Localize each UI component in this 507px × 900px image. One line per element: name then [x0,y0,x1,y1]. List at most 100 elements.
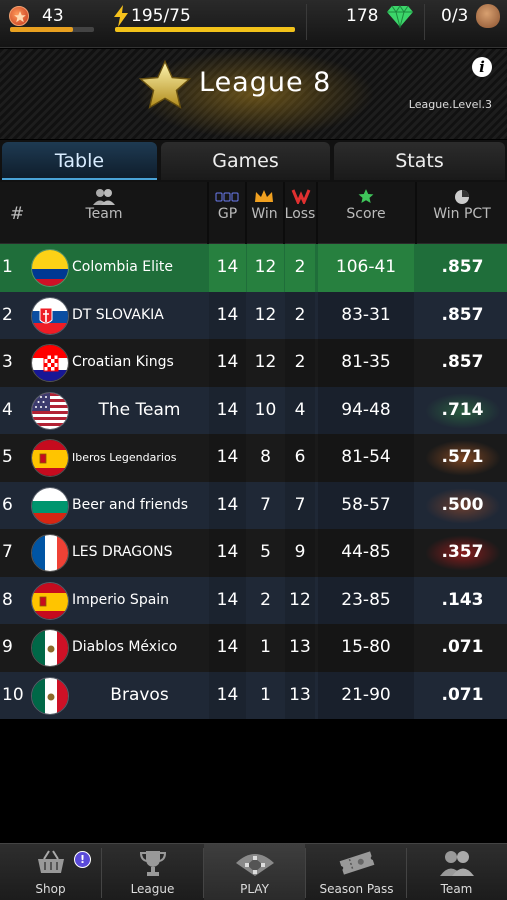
row-wins: 12 [254,352,277,372]
nav-league[interactable]: League [102,844,203,900]
colombia-flag-icon [31,249,69,287]
energy-progress-bar [115,27,295,32]
nav-season-pass-label: Season Pass [319,882,394,896]
row-losses: 4 [285,386,315,434]
table-row[interactable]: 4 The Team 14 10 4 94-48.714 [0,386,507,434]
nav-shop[interactable]: ! Shop [0,844,101,900]
row-rank: 3 [2,352,13,372]
header-score: Score [346,206,386,222]
row-team-name: Colombia Elite [72,259,173,275]
info-icon[interactable]: i [472,57,492,77]
row-rank: 2 [2,304,13,325]
row-win-pct: .857 [441,352,484,372]
row-losses: 7 [285,481,315,529]
league-header: League 8 i [0,49,507,139]
gem-count: 178 [346,6,379,26]
row-team-name: LES DRAGONS [72,544,173,560]
row-wins: 2 [260,589,271,610]
row-score: 15-80 [318,624,414,672]
table-row[interactable]: 10 Bravos 14 1 13 21-90 .071 [0,671,507,719]
player-level: 43 [42,6,64,26]
nav-shop-label: Shop [35,882,66,896]
row-wins: 10 [254,399,277,420]
tab-stats[interactable]: Stats [334,142,505,180]
row-score: 83-31 [318,291,414,339]
bottom-nav: ! Shop League PLAY Season Pass [0,843,507,900]
row-team-name: Beer and friends [72,496,189,513]
row-games-played: 14 [209,386,246,434]
row-win-pct: .571 [441,447,484,467]
level-star-icon [9,6,29,26]
row-rank: 9 [2,637,13,657]
row-games-played: 14 [209,291,246,339]
status-bar: 43 195/75 178 0/3 [0,0,507,48]
row-games-played: 14 [209,671,246,719]
nav-team[interactable]: Team [406,844,507,900]
row-win-pct: .500 [441,494,484,515]
league-title: League 8 [199,67,332,98]
table-row[interactable]: 7 LES DRAGONS 14 5 9 44-85 .357 [0,529,507,577]
gem-icon[interactable] [386,4,414,28]
row-losses: 9 [285,529,315,577]
baseball-diamond-icon [235,854,274,876]
row-wins: 5 [260,542,271,562]
row-rank: 7 [2,542,13,562]
row-win-pct: .857 [441,304,484,325]
table-row[interactable]: 5 Iberos Legendarios 14 8 6 81-54 .571 [0,434,507,482]
row-win-pct: .857 [441,257,484,277]
row-rank: 10 [2,684,24,705]
team-icon [93,189,115,205]
tab-games[interactable]: Games [161,142,330,180]
score-star-icon [358,189,374,204]
row-score: 44-85 [318,529,414,577]
balls-count: 0/3 [441,6,469,26]
row-games-played: 14 [209,529,246,577]
row-team-name: Imperio Spain [72,591,170,608]
table-row[interactable]: 9 Diablos México 14 1 13 15-80 .071 [0,624,507,672]
row-losses: 13 [285,624,315,672]
row-games-played: 14 [209,624,246,672]
row-wins: 1 [260,684,271,705]
row-wins: 12 [254,304,277,325]
row-team-name: The Team [98,399,181,420]
header-rank: # [10,204,25,224]
glove-icon[interactable] [476,4,500,28]
row-rank: 8 [2,589,13,610]
row-losses: 12 [285,576,315,624]
energy-count: 195/75 [131,6,191,26]
row-rank: 6 [2,494,13,515]
spain-flag-icon [31,581,69,620]
league-level-label: League.Level.3 [408,98,492,111]
table-row[interactable]: 1 Colombia Elite 14 12 2 106-41 .857 [0,244,507,292]
row-wins: 7 [260,494,271,515]
league-star-icon [138,59,192,109]
table-row[interactable]: 8 Imperio Spain 14 2 12 23-85 .143 [0,576,507,624]
table-header: # Team GP Win Loss Score Win PCT [0,182,507,244]
ticket-icon [339,851,374,875]
tab-bar: Table Games Stats [0,140,507,182]
pie-chart-icon [455,190,469,204]
row-team-name: Bravos [110,684,169,705]
row-wins: 8 [260,447,271,467]
row-score: 81-54 [318,434,414,482]
status-divider [306,4,307,40]
row-team-name: Croatian Kings [72,354,174,370]
croatia-flag-icon [31,344,69,382]
table-row[interactable]: 2 DT SLOVAKIA 14 12 2 83-31.857 [0,291,507,339]
slovakia-flag-icon [31,296,69,335]
table-row[interactable]: 3 Croatian Kings 14 12 2 81-35 .857 [0,339,507,387]
nav-play[interactable]: PLAY [204,844,305,900]
crown-icon [255,190,273,202]
nav-league-label: League [130,882,175,896]
nav-season-pass[interactable]: Season Pass [306,844,407,900]
row-score: 21-90 [318,671,414,719]
tab-table[interactable]: Table [2,142,157,180]
table-row[interactable]: 6 Beer and friends 14 7 7 58-57.500 [0,481,507,529]
row-win-pct: .357 [441,542,484,562]
standings-table: 1 Colombia Elite 14 12 2 106-41.857 2 DT SLOVAK… [0,244,507,719]
bulgaria-flag-icon [31,486,69,525]
row-games-played: 14 [209,481,246,529]
mexico-flag-icon [31,629,69,667]
row-score: 81-35 [318,339,414,387]
row-rank: 1 [2,257,13,277]
